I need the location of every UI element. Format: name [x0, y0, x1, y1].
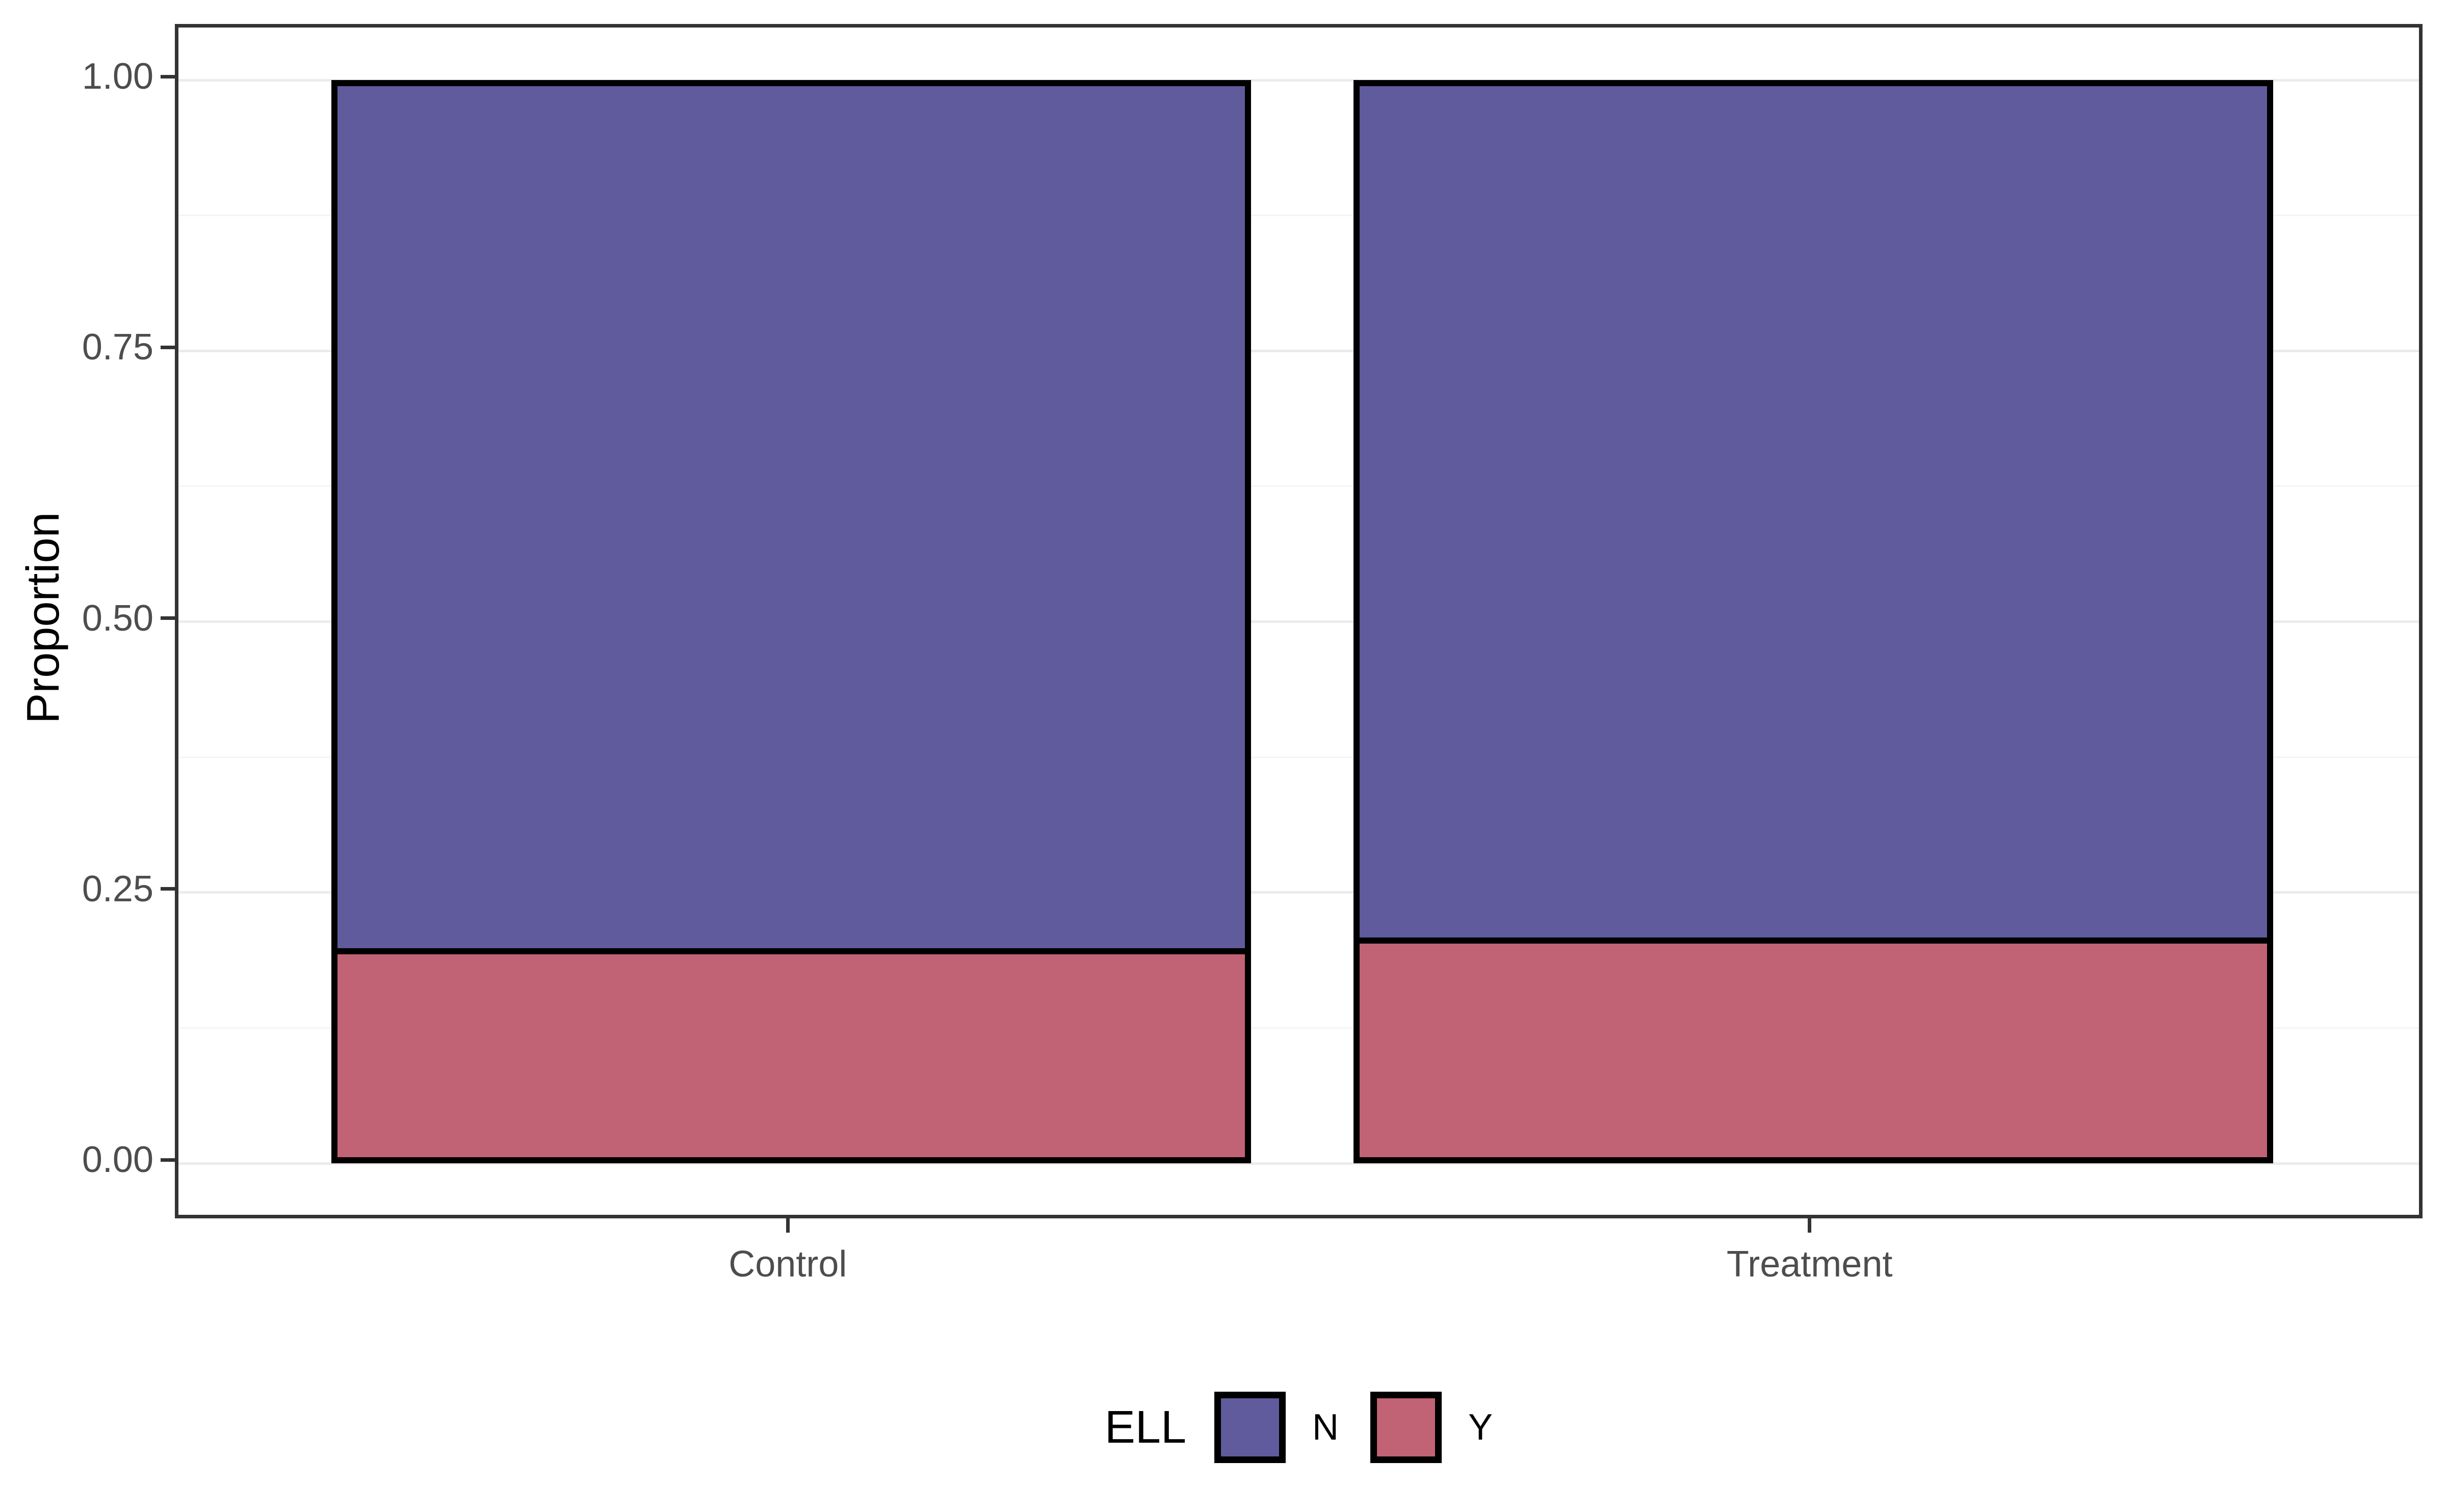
y-tick-label: 0.75	[82, 327, 153, 368]
gridline-minor	[178, 215, 2419, 217]
y-tick-mark	[161, 887, 175, 891]
legend-entry-label: Y	[1468, 1407, 1493, 1448]
y-tick-label: 0.50	[82, 597, 153, 639]
y-tick-label: 0.00	[82, 1139, 153, 1180]
legend-entry-y: Y	[1370, 1392, 1493, 1463]
legend-entry-label: N	[1312, 1407, 1339, 1448]
plot-panel	[175, 24, 2423, 1218]
x-tick-mark	[786, 1218, 790, 1233]
x-tick-label: Treatment	[1726, 1244, 1893, 1285]
gridline-major	[178, 1162, 2419, 1165]
gridline-minor	[178, 485, 2419, 487]
x-tick-mark	[1808, 1218, 1812, 1233]
bar-control	[331, 80, 1252, 1163]
gridline-major	[178, 79, 2419, 82]
x-tick-label: Control	[728, 1244, 847, 1285]
bar-segment-y-control	[337, 948, 1245, 1157]
legend-key-n	[1214, 1392, 1286, 1463]
legend-entry-n: N	[1214, 1392, 1370, 1463]
legend-title: ELL	[1104, 1401, 1187, 1453]
y-tick-label: 0.25	[82, 868, 153, 909]
gridline-major	[178, 620, 2419, 623]
gridline-minor	[178, 756, 2419, 758]
gridline-minor	[178, 1027, 2419, 1029]
bar-segment-y-treatment	[1359, 937, 2267, 1157]
y-tick-mark	[161, 616, 175, 620]
y-tick-mark	[161, 1158, 175, 1162]
legend-key-y	[1370, 1392, 1442, 1463]
y-tick-mark	[161, 345, 175, 349]
gridline-major	[178, 891, 2419, 894]
y-tick-label: 1.00	[82, 56, 153, 97]
y-tick-mark	[161, 74, 175, 79]
bar-treatment	[1353, 80, 2273, 1163]
gridline-major	[178, 349, 2419, 352]
